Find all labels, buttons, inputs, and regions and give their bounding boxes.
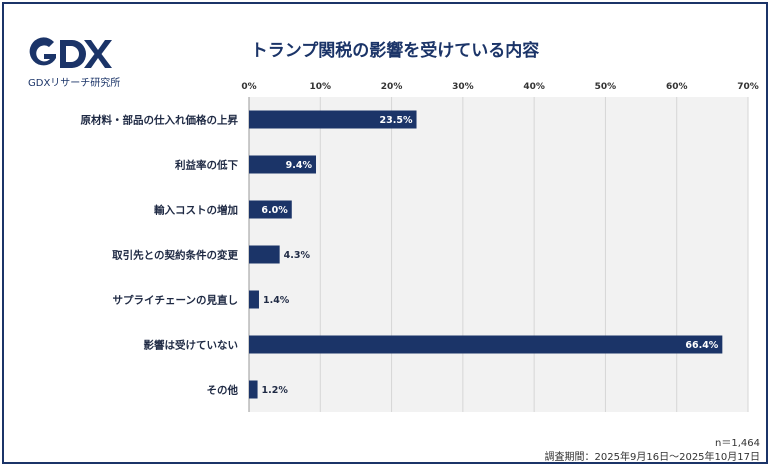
chart-title: トランプ関税の影響を受けている内容	[250, 41, 540, 61]
bar	[249, 335, 723, 354]
category-label: その他	[207, 384, 239, 397]
x-tick-label: 60%	[666, 82, 688, 92]
category-label: 原材料・部品の仕入れ価格の上昇	[81, 114, 239, 127]
bar	[249, 155, 317, 174]
x-tick-label: 0%	[241, 82, 256, 92]
x-tick-label: 30%	[452, 82, 474, 92]
data-label: 6.0%	[261, 205, 288, 216]
gdx-logo-mark	[29, 37, 112, 68]
x-tick-label: 40%	[523, 82, 545, 92]
data-label: 1.4%	[263, 295, 290, 306]
data-label: 9.4%	[286, 160, 313, 171]
x-tick-label: 20%	[381, 82, 403, 92]
bar	[249, 245, 280, 264]
data-label: 66.4%	[685, 340, 718, 351]
x-tick-label: 50%	[595, 82, 617, 92]
logo: GDXリサーチ研究所	[28, 36, 120, 89]
data-label: 1.2%	[262, 385, 289, 396]
bar	[249, 290, 259, 309]
bar	[249, 200, 292, 219]
category-label: 取引先との契約条件の変更	[112, 249, 238, 262]
category-label: 影響は受けていない	[144, 339, 239, 352]
data-label: 4.3%	[284, 250, 311, 261]
x-tick-label: 10%	[310, 82, 332, 92]
category-label: サプライチェーンの見直し	[113, 294, 238, 307]
category-label: 利益率の低下	[175, 159, 238, 172]
logo-caption: GDXリサーチ研究所	[28, 78, 121, 89]
sample-size-note: n＝1,464	[715, 438, 760, 449]
data-label: 23.5%	[380, 115, 413, 126]
bar	[249, 380, 258, 399]
x-tick-label: 70%	[737, 82, 759, 92]
plot-area	[249, 97, 748, 412]
bar	[249, 110, 417, 129]
survey-period-note: 調査期間：2025年9月16日～2025年10月17日	[544, 452, 760, 463]
category-label: 輸入コストの増加	[154, 204, 238, 217]
